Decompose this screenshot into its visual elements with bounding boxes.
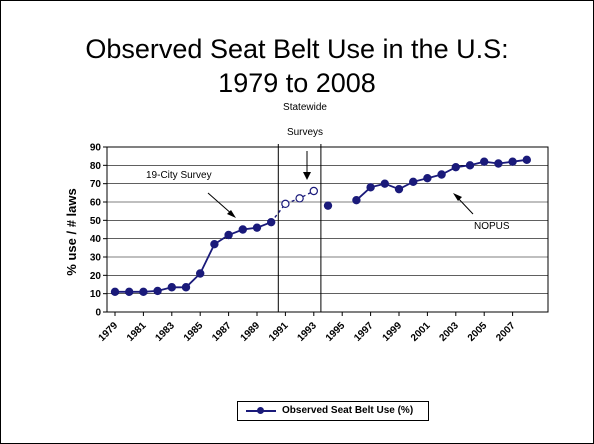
x-tick-labels: 1979 1981 1983 1985 1987 1989 1991 1993 1995 1997… — [97, 320, 518, 344]
legend-label: Observed Seat Belt Use (%) — [282, 405, 414, 416]
title-line-1: Observed Seat Belt Use in the U.S: — [85, 34, 509, 64]
data-point — [238, 225, 247, 234]
x-tick-label: 1983 — [153, 320, 177, 344]
y-tick-label: 10 — [90, 289, 102, 300]
y-tick-label: 0 — [95, 308, 101, 319]
data-point — [451, 162, 460, 172]
survey-dividers — [277, 144, 322, 312]
x-tick-label: 1993 — [295, 320, 319, 344]
data-point — [281, 199, 290, 209]
y-axis-label: % use / # laws — [64, 188, 79, 275]
data-point — [295, 194, 304, 203]
data-point — [508, 157, 517, 166]
data-point — [124, 287, 134, 297]
data-point — [224, 230, 233, 240]
x-tick-label: 1991 — [267, 320, 291, 344]
y-tick-label: 20 — [90, 271, 102, 282]
data-point — [153, 286, 162, 296]
arrow-city-survey — [207, 192, 234, 216]
arrow-city-survey-head — [227, 210, 236, 218]
data-point — [366, 183, 375, 192]
x-tick-label: 1987 — [210, 320, 234, 344]
y-tick-label: 50 — [90, 216, 102, 227]
x-tick-label: 1997 — [352, 320, 376, 344]
data-point — [494, 159, 503, 168]
data-point — [110, 287, 120, 297]
annotation-statewide-1: Statewide — [283, 102, 327, 113]
data-point — [380, 179, 389, 188]
legend: Observed Seat Belt Use (%) — [237, 401, 429, 421]
series-dashed-line — [270, 190, 315, 223]
series-observed-use — [110, 155, 532, 297]
title-line-2: 1979 to 2008 — [218, 68, 376, 98]
x-tick-label: 2005 — [466, 320, 490, 344]
y-tick-label: 90 — [90, 143, 102, 154]
data-point — [465, 161, 475, 170]
x-tick-label: 1995 — [324, 320, 348, 344]
data-point — [409, 177, 418, 187]
y-tick-label: 80 — [90, 161, 102, 172]
x-tick-label: 1981 — [125, 320, 149, 344]
legend-marker-icon — [257, 407, 264, 414]
x-tick-label: 2001 — [409, 320, 433, 344]
slide-title: Observed Seat Belt Use in the U.S: 1979 … — [0, 32, 594, 100]
data-point — [167, 283, 176, 292]
data-point — [522, 155, 532, 165]
data-point — [195, 269, 205, 278]
x-tick-label: 1999 — [381, 320, 405, 344]
x-tick-label: 1989 — [239, 320, 263, 344]
y-tick-label: 60 — [90, 198, 102, 209]
data-point — [139, 287, 148, 297]
data-point — [323, 201, 333, 210]
data-point — [309, 186, 318, 196]
arrow-statewide-head — [303, 172, 311, 180]
x-tick-label: 1985 — [182, 320, 206, 344]
data-point — [394, 184, 404, 194]
y-tick-label: 70 — [90, 179, 102, 190]
data-point — [252, 223, 262, 232]
x-tick-label: 1979 — [97, 320, 121, 344]
data-point — [423, 173, 432, 183]
x-tick-label: 2003 — [437, 320, 461, 344]
y-tick-labels: 0 10 20 30 40 50 60 70 80 90 — [90, 143, 102, 319]
data-point — [352, 195, 361, 205]
plot-area — [106, 146, 549, 313]
y-tick-label: 40 — [90, 234, 102, 245]
y-tick-label: 30 — [90, 253, 102, 264]
data-point — [210, 239, 219, 249]
annotation-statewide-2: Surveys — [287, 127, 323, 138]
annotation-nopus: NOPUS — [474, 221, 510, 232]
data-point — [267, 217, 276, 227]
data-point — [437, 170, 446, 179]
arrow-nopus-head — [453, 193, 462, 201]
data-point — [480, 157, 489, 166]
data-point — [181, 283, 191, 292]
x-tick-label: 2007 — [494, 320, 518, 344]
annotation-city-survey: 19-City Survey — [146, 170, 212, 181]
